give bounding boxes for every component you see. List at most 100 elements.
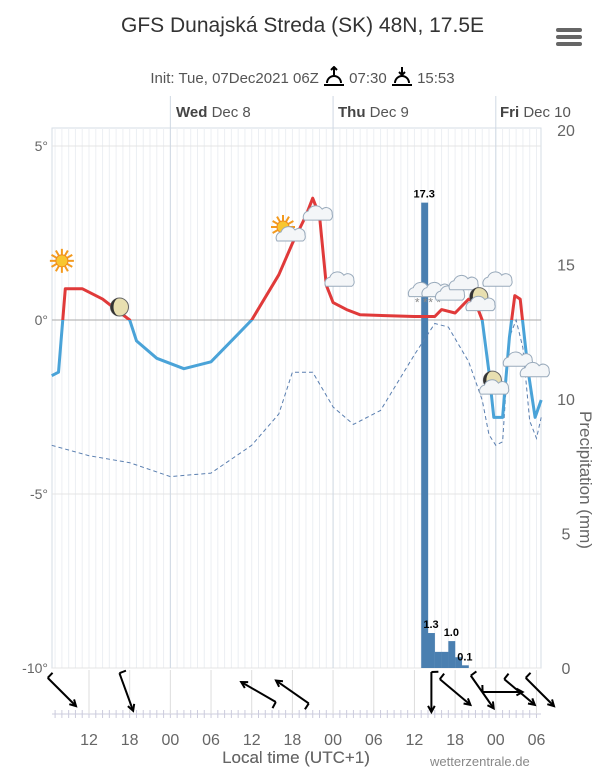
x-tick-label: 06 <box>365 732 383 749</box>
cloud-shape <box>482 271 513 287</box>
x-tick-label: 18 <box>446 732 464 749</box>
precip-label: 1.3 <box>423 619 438 631</box>
plot-area <box>51 127 542 669</box>
y2-tick-label: 15 <box>557 258 575 275</box>
chart-x-axis-label: Local time (UTC+1) <box>222 748 370 767</box>
y-tick-label: 5° <box>35 138 48 154</box>
precip-bar <box>421 202 429 668</box>
wind-arrowhead <box>69 699 78 708</box>
wind-arrow-icon <box>239 680 277 709</box>
cloud-shape <box>324 271 355 287</box>
hamburger-menu-icon[interactable] <box>556 28 582 49</box>
wind-arrow-icon <box>47 672 78 708</box>
sun-ray <box>276 216 281 223</box>
x-tick-label: 12 <box>80 732 98 749</box>
precip-bar <box>441 651 449 668</box>
sunset-icon <box>391 67 412 86</box>
cloud-icon <box>482 271 513 287</box>
cloud-shape <box>448 274 479 291</box>
precip-label: 17.3 <box>414 189 435 201</box>
wind-barb <box>503 673 510 680</box>
wind-arrowhead <box>463 697 473 707</box>
precip-bar <box>434 651 442 668</box>
precip-bar <box>448 641 456 668</box>
wind-arrowhead <box>239 680 249 689</box>
y2-axis-label: Precipitation (mm) <box>576 411 595 549</box>
wind-arrowhead <box>274 679 284 688</box>
cloud-icon <box>519 361 550 378</box>
day-date: Dec 8 <box>211 104 251 121</box>
cloud-icon <box>502 351 533 367</box>
wind-barb <box>119 669 127 675</box>
sun-ray <box>55 265 60 272</box>
moon-cloud-icon <box>479 370 510 395</box>
x-tick-label: 00 <box>487 732 505 749</box>
sun-ray <box>272 220 279 225</box>
sun-ray <box>272 229 279 234</box>
cloud-icon <box>448 274 479 291</box>
snowflake-icon: * * <box>415 296 428 310</box>
x-tick-label: 00 <box>161 732 179 749</box>
day-date: Dec 10 <box>523 104 571 121</box>
wind-shaft <box>275 679 310 705</box>
sun-ray <box>55 249 60 257</box>
sunset-time: 15:53 <box>417 70 455 87</box>
wind-arrow-icon <box>427 670 439 715</box>
wind-arrow-icon <box>503 673 537 707</box>
wind-shaft <box>118 672 135 712</box>
sun-ray <box>64 249 69 257</box>
wind-arrow-icon <box>274 679 310 710</box>
cloud-shape <box>502 351 533 367</box>
wind-arrowhead <box>527 697 537 707</box>
wind-barb <box>439 673 445 680</box>
day-label-thu: Thu Dec 9 <box>338 104 409 121</box>
sunrise-icon <box>324 65 344 86</box>
x-tick-label: 06 <box>528 732 546 749</box>
wind-arrow-icon <box>481 684 525 697</box>
temperature-line-below-zero <box>51 320 543 419</box>
precip-label: 0.1 <box>457 651 472 663</box>
wind-barb <box>525 672 532 679</box>
wind-shaft <box>439 678 472 706</box>
precip-bar <box>455 657 463 668</box>
x-tick-label: 18 <box>121 732 139 749</box>
y-tick-label: -5° <box>30 486 48 502</box>
moon-cloud-icon <box>465 287 496 312</box>
sun-ray <box>64 265 69 272</box>
sun-ray <box>66 253 73 259</box>
cloud-shape <box>465 295 496 312</box>
y2-tick-label: 5 <box>562 527 571 544</box>
day-date: Dec 9 <box>369 104 409 121</box>
wind-shaft <box>240 681 277 703</box>
init-line: Init: Tue, 07Dec2021 06Z 07:30 15:53 <box>0 65 605 87</box>
x-tick-label: 06 <box>202 732 220 749</box>
cloud-shape <box>519 361 550 378</box>
sun-disc <box>55 254 69 268</box>
sun-ray <box>287 220 294 225</box>
cloud-shape <box>479 379 510 395</box>
sun-ray <box>285 216 290 223</box>
sun-ray <box>50 253 58 259</box>
wind-arrowhead <box>515 687 525 697</box>
wind-arrowhead <box>427 705 436 715</box>
y-tick-label: 0° <box>35 312 48 328</box>
wind-arrowhead <box>127 703 136 713</box>
day-label-fri: Fri Dec 10 <box>500 104 571 121</box>
wind-arrow-icon <box>439 673 473 707</box>
sun-ray <box>66 262 73 268</box>
chart-title: GFS Dunajská Streda (SK) 48N, 17.5E <box>121 14 484 37</box>
y2-tick-label: 10 <box>557 392 575 409</box>
wind-arrow-icon <box>525 672 556 708</box>
sun-cloud-icon <box>271 215 306 242</box>
y2-tick-label: 20 <box>557 123 575 140</box>
x-tick-label: 00 <box>324 732 342 749</box>
credit-label: wetterzentrale.de <box>430 754 530 768</box>
cloud-icon <box>324 271 355 287</box>
sun-icon <box>49 248 74 273</box>
x-tick-label: 18 <box>284 732 302 749</box>
dewpoint-line <box>51 318 542 478</box>
precip-label: 1.0 <box>444 627 459 639</box>
cloud-shape <box>302 205 333 221</box>
moon-icon <box>110 297 130 317</box>
